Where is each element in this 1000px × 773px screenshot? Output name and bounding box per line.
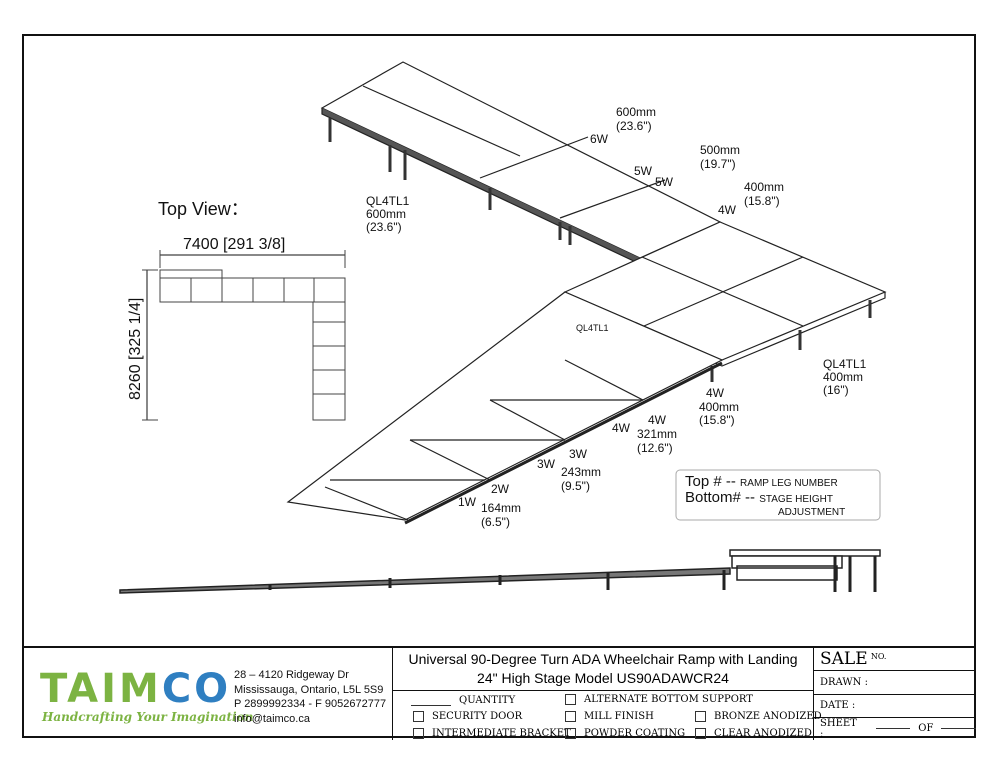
- label: QL4TL1: [366, 194, 410, 208]
- ramp-drawing: Top View： 7400 [291 3/8] 8260 [325 1/4] …: [119, 61, 887, 594]
- label: QL4TL1: [576, 323, 609, 333]
- svg-text:Bottom# -- STAGE HEIGHT: Bottom# -- STAGE HEIGHT: [685, 489, 833, 506]
- drawing-title: Universal 90-Degree Turn ADA Wheelchair …: [393, 648, 813, 691]
- label: 600mm: [366, 207, 406, 221]
- top-view-width: 7400 [291 3/8]: [183, 236, 285, 253]
- drawing-frame: [22, 34, 976, 738]
- taimco-logo: TAIMCO: [40, 666, 232, 712]
- label: 400mm: [823, 370, 863, 384]
- label: (12.6"): [637, 441, 673, 455]
- label: 4W: [648, 413, 667, 427]
- lower-ramp-arm: [286, 291, 724, 525]
- options-list: QUANTITY ALTERNATE BOTTOM SUPPORT SECURI…: [393, 691, 822, 740]
- label: (9.5"): [561, 479, 590, 493]
- label: 4W: [718, 203, 737, 217]
- label: 2W: [491, 482, 510, 496]
- legend-box: Top # -- RAMP LEG NUMBER Bottom# -- STAG…: [675, 469, 881, 521]
- company-address: 28 – 4120 Ridgeway Dr Mississauga, Ontari…: [234, 669, 387, 725]
- label: (15.8"): [744, 194, 780, 208]
- label: 5W: [655, 175, 674, 189]
- label: 3W: [537, 457, 556, 471]
- label: (23.6"): [616, 119, 652, 133]
- label: 400mm: [744, 180, 784, 194]
- logo-tagline: Handcrafting Your Imagination: [42, 710, 254, 724]
- label: 5W: [634, 164, 653, 178]
- option-checkbox[interactable]: BRONZE ANODIZED: [695, 711, 822, 722]
- label: 321mm: [637, 427, 677, 441]
- label: (19.7"): [700, 157, 736, 171]
- label: 164mm: [481, 501, 521, 515]
- label: QL4TL1: [823, 357, 867, 371]
- top-view-height: 8260 [325 1/4]: [127, 298, 144, 400]
- svg-text:ADJUSTMENT: ADJUSTMENT: [778, 507, 845, 518]
- option-checkbox[interactable]: MILL FINISH: [565, 711, 654, 722]
- option-checkbox[interactable]: CLEAR ANODIZED: [695, 728, 812, 739]
- label: 600mm: [616, 105, 656, 119]
- label: 500mm: [700, 143, 740, 157]
- label: (15.8"): [699, 413, 735, 427]
- option-checkbox[interactable]: ALTERNATE BOTTOM SUPPORT: [565, 694, 753, 705]
- label: (23.6"): [366, 220, 402, 234]
- side-elevation: [119, 549, 881, 594]
- label: 400mm: [699, 400, 739, 414]
- label: (6.5"): [481, 515, 510, 529]
- label: 243mm: [561, 465, 601, 479]
- label: 6W: [590, 132, 609, 146]
- svg-text:Top # -- RAMP LEG NUMBER: Top # -- RAMP LEG NUMBER: [685, 473, 838, 490]
- company-info: TAIMCO Handcrafting Your Imagination 28 …: [22, 648, 393, 740]
- option-checkbox[interactable]: POWDER COATING: [565, 728, 685, 739]
- label: 3W: [569, 447, 588, 461]
- label: (16"): [823, 383, 849, 397]
- label: 1W: [458, 495, 477, 509]
- sheet-info: SALE NO. DRAWN : DATE : SHEET : OF: [814, 648, 977, 740]
- top-view-title: Top View：: [158, 199, 249, 219]
- option-checkbox[interactable]: SECURITY DOOR: [413, 711, 522, 722]
- top-view: [142, 250, 346, 421]
- label: 4W: [706, 386, 725, 400]
- label: 4W: [612, 421, 631, 435]
- title-block: TAIMCO Handcrafting Your Imagination 28 …: [22, 646, 977, 740]
- leg-labels: 6W 600mm (23.6") 5W 5W 500mm (19.7") 4W …: [366, 105, 867, 529]
- option-checkbox[interactable]: INTERMEDIATE BRACKET: [413, 728, 571, 739]
